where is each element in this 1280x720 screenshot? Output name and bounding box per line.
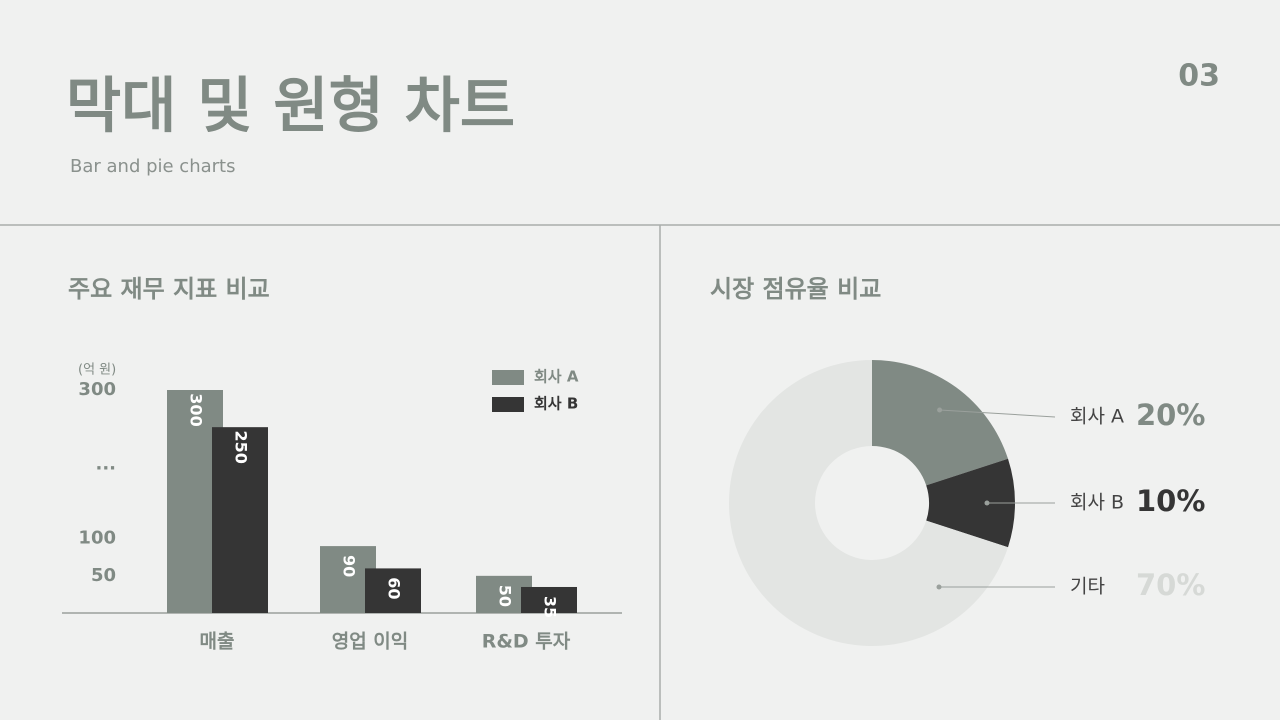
chart-title: 시장 점유율 비교 bbox=[710, 275, 881, 303]
page-number: 03 bbox=[1178, 59, 1220, 94]
legend-label: 회사 A bbox=[1070, 406, 1124, 428]
chart-title: 주요 재무 지표 비교 bbox=[68, 275, 270, 303]
data-label: 60 bbox=[385, 577, 404, 599]
slide-subtitle: Bar and pie charts bbox=[70, 156, 235, 177]
donut-slice bbox=[872, 360, 1009, 486]
data-label: 250 bbox=[232, 430, 251, 463]
legend-label: 기타 bbox=[1070, 576, 1105, 598]
y-axis-label: (억 원) bbox=[78, 363, 116, 378]
data-label: 90 bbox=[340, 555, 359, 577]
leader-dot bbox=[984, 500, 990, 506]
x-tick-label: 매출 bbox=[200, 631, 235, 653]
x-tick-label: R&D 투자 bbox=[482, 631, 571, 653]
value-label: 20% bbox=[1136, 398, 1205, 432]
legend-label: 회사 A bbox=[534, 368, 579, 386]
slide-title: 막대 및 원형 차트 bbox=[66, 72, 515, 142]
y-tick-label: 300 bbox=[78, 379, 116, 400]
data-label: 300 bbox=[187, 393, 206, 426]
legend-swatch bbox=[492, 397, 524, 412]
legend-label: 회사 B bbox=[534, 395, 578, 413]
x-tick-label: 영업 이익 bbox=[332, 631, 409, 653]
y-tick-label: ... bbox=[95, 453, 116, 474]
value-label: 70% bbox=[1136, 568, 1205, 602]
leader-line bbox=[939, 409, 1056, 418]
y-tick-label: 50 bbox=[91, 565, 116, 586]
leader-dot bbox=[937, 407, 943, 413]
bar bbox=[212, 427, 268, 613]
bar bbox=[521, 586, 577, 613]
y-tick-label: 100 bbox=[78, 528, 116, 549]
legend-swatch bbox=[492, 370, 524, 385]
legend-label: 회사 B bbox=[1070, 492, 1124, 514]
donut-slice bbox=[926, 458, 1016, 548]
data-label: 35 bbox=[541, 596, 560, 618]
data-label: 50 bbox=[496, 585, 515, 607]
value-label: 10% bbox=[1136, 484, 1205, 518]
leader-dot bbox=[936, 584, 942, 590]
donut-slice bbox=[729, 360, 1009, 647]
bar bbox=[365, 568, 421, 613]
